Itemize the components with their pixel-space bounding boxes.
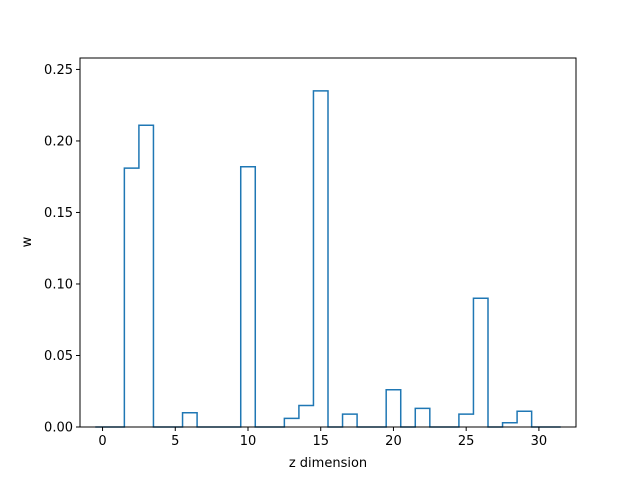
x-axis-label: z dimension <box>289 456 367 471</box>
y-tick-label: 0.15 <box>44 206 73 221</box>
x-tick-label: 15 <box>312 434 329 449</box>
y-tick-label: 0.20 <box>44 134 73 149</box>
x-tick-label: 30 <box>531 434 548 449</box>
y-tick-label: 0.05 <box>44 349 73 364</box>
axes-frame <box>79 57 577 428</box>
x-axis: 0 5 10 15 20 25 30 <box>98 427 547 449</box>
y-axis-label: w <box>20 236 35 247</box>
x-tick-label: 20 <box>385 434 402 449</box>
x-tick-label: 10 <box>240 434 257 449</box>
x-tick-label: 0 <box>98 434 106 449</box>
y-tick-label: 0.10 <box>44 277 73 292</box>
x-tick-label: 25 <box>458 434 475 449</box>
x-tick-label: 5 <box>171 434 179 449</box>
y-tick-label: 0.25 <box>44 63 73 78</box>
y-axis: 0.00 0.05 0.10 0.15 0.20 0.25 <box>44 63 80 436</box>
y-tick-label: 0.00 <box>44 421 73 436</box>
